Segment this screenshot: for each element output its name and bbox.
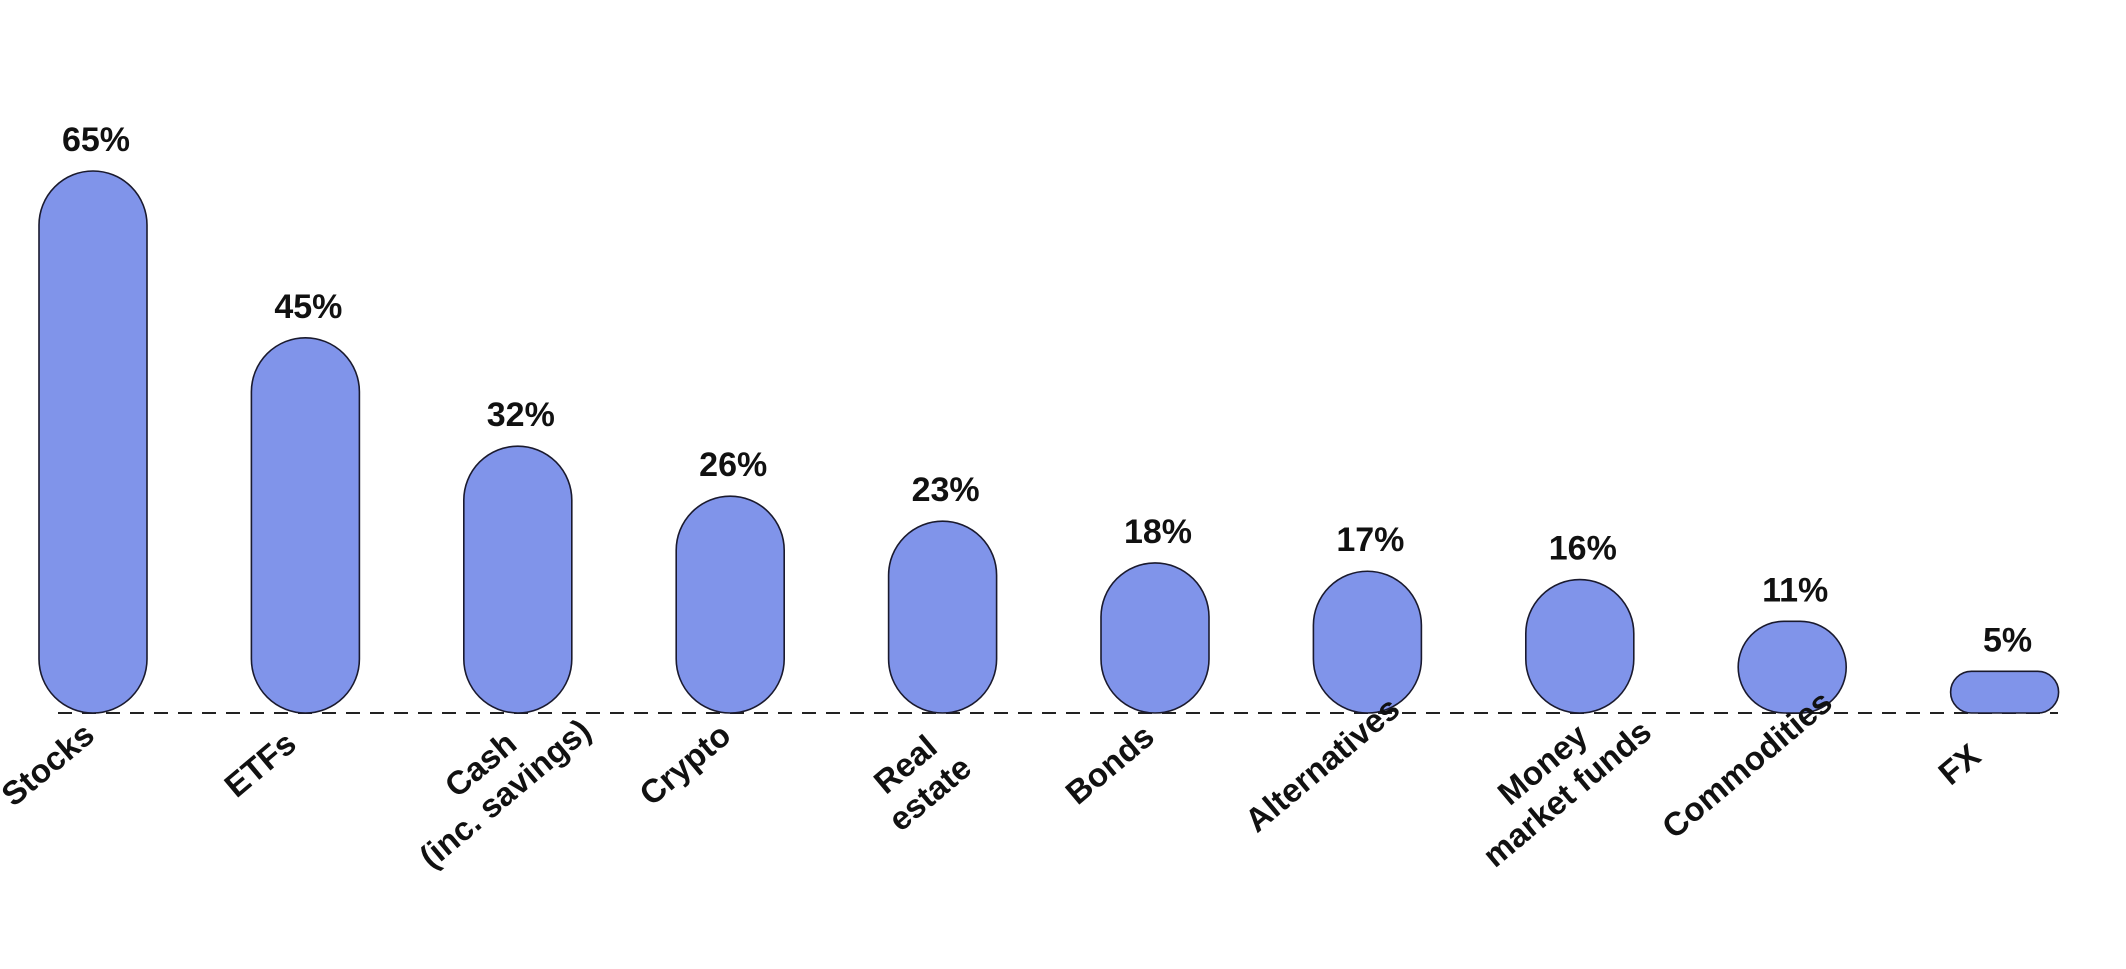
category-label-6: Alternatives (1238, 689, 1407, 839)
category-label-2: Cash(inc. savings) (388, 682, 598, 875)
category-label-8: Commodities (1655, 683, 1839, 846)
bar-4 (887, 520, 998, 714)
bar-value-label-0: 65% (62, 121, 130, 159)
category-label-line: ETFs (217, 724, 303, 804)
category-label-line: Stocks (0, 715, 101, 813)
bar-3 (675, 495, 786, 714)
category-label-3: Crypto (632, 716, 737, 813)
bar-value-label-4: 23% (912, 471, 980, 509)
category-label-line: Alternatives (1238, 689, 1407, 839)
bar-value-label-2: 32% (487, 396, 555, 434)
bar-5 (1100, 562, 1210, 714)
category-label-1: ETFs (217, 724, 303, 804)
bar-8 (1737, 620, 1847, 714)
bar-7 (1525, 578, 1635, 714)
bar-1 (250, 336, 361, 714)
category-label-0: Stocks (0, 715, 101, 813)
category-label-line: Commodities (1655, 683, 1839, 846)
bar-value-label-8: 11% (1762, 571, 1828, 609)
category-label-line: Crypto (632, 716, 737, 813)
bar-6 (1312, 570, 1423, 714)
bar-2 (462, 445, 573, 714)
bar-value-label-3: 26% (699, 446, 767, 484)
bar-value-label-5: 18% (1124, 513, 1192, 551)
category-label-5: Bonds (1058, 717, 1160, 811)
bar-value-label-9: 5% (1983, 621, 2032, 659)
bar-0 (38, 170, 148, 714)
bar-value-label-7: 16% (1549, 530, 1617, 568)
category-label-line: Bonds (1058, 717, 1160, 811)
bar-9 (1949, 670, 2060, 714)
category-label-9: FX (1931, 736, 1987, 791)
bar-value-label-6: 17% (1336, 521, 1404, 559)
bar-value-label-1: 45% (274, 288, 342, 326)
category-label-4: Realestate (857, 719, 978, 838)
category-label-line: FX (1931, 736, 1987, 791)
